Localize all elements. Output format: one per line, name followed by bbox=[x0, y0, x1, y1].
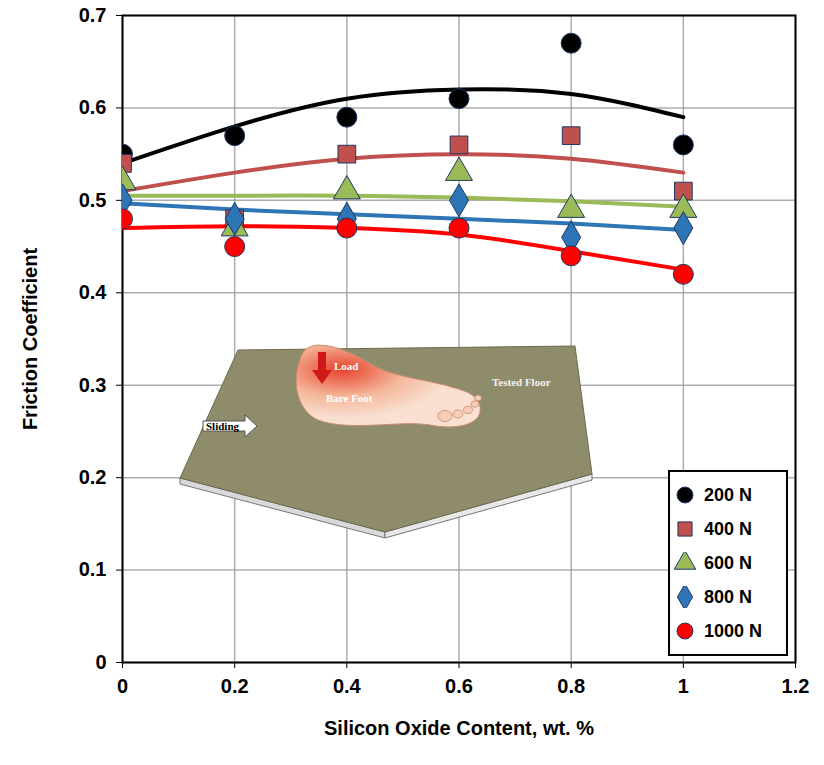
svg-text:0: 0 bbox=[95, 651, 106, 673]
html-text:600 N: 600 N bbox=[704, 552, 752, 573]
svg-text:1.2: 1.2 bbox=[782, 675, 810, 697]
svg-text:0.6: 0.6 bbox=[79, 96, 107, 118]
svg-text:Silicon Oxide Content, wt. %: Silicon Oxide Content, wt. % bbox=[324, 717, 594, 739]
svg-text:0.3: 0.3 bbox=[79, 374, 107, 396]
svg-text:Load: Load bbox=[334, 360, 358, 372]
svg-text:Sliding: Sliding bbox=[206, 420, 240, 432]
html-text:200 N: 200 N bbox=[704, 484, 752, 505]
svg-text:0.2: 0.2 bbox=[79, 466, 107, 488]
svg-text:1: 1 bbox=[678, 675, 689, 697]
svg-text:0.1: 0.1 bbox=[79, 558, 107, 580]
svg-text:0.8: 0.8 bbox=[557, 675, 585, 697]
html-text:800 N: 800 N bbox=[704, 586, 752, 607]
html-text:1000 N: 1000 N bbox=[704, 620, 762, 641]
svg-text:0.7: 0.7 bbox=[79, 4, 107, 26]
svg-text:Bare Foot: Bare Foot bbox=[326, 392, 373, 404]
svg-text:Tested Floor: Tested Floor bbox=[492, 376, 551, 388]
svg-text:0.6: 0.6 bbox=[445, 675, 473, 697]
svg-text:0.4: 0.4 bbox=[333, 675, 362, 697]
svg-text:0.4: 0.4 bbox=[79, 281, 108, 303]
svg-text:0: 0 bbox=[117, 675, 128, 697]
svg-text:Friction Coefficient: Friction Coefficient bbox=[19, 248, 41, 431]
svg-text:0.2: 0.2 bbox=[221, 675, 249, 697]
svg-text:0.5: 0.5 bbox=[79, 189, 107, 211]
html-text:400 N: 400 N bbox=[704, 518, 752, 539]
